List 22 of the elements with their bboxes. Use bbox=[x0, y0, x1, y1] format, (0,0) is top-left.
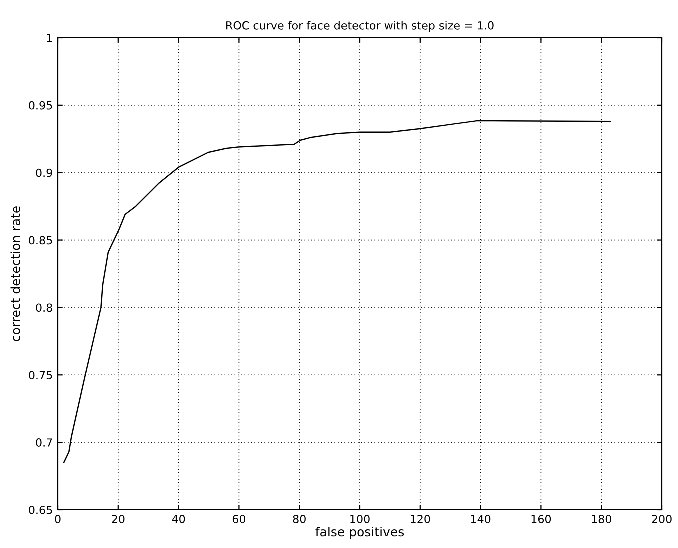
chart-title: ROC curve for face detector with step size = 1.0 bbox=[226, 21, 494, 32]
y-tick-label: 0.9 bbox=[36, 168, 52, 178]
y-tick-label: 0.8 bbox=[36, 304, 52, 312]
x-tick-label: 60 bbox=[232, 515, 246, 524]
x-tick-label: 20 bbox=[112, 515, 125, 524]
x-tick-label: 40 bbox=[172, 515, 186, 524]
x-tick-label: 160 bbox=[532, 515, 552, 524]
x-tick-label: 0 bbox=[55, 515, 61, 524]
x-tick-label: 140 bbox=[471, 515, 491, 524]
y-tick-label: 1 bbox=[47, 34, 52, 42]
x-tick-label: 80 bbox=[293, 515, 306, 524]
x-tick-label: 100 bbox=[350, 515, 370, 524]
y-tick-label: 0.65 bbox=[29, 506, 52, 514]
y-tick-label: 0.7 bbox=[36, 438, 52, 447]
x-tick-label: 120 bbox=[411, 515, 430, 524]
y-tick-label: 0.75 bbox=[29, 371, 52, 380]
x-tick-label: 180 bbox=[592, 515, 612, 524]
x-tick-label: 200 bbox=[652, 515, 672, 524]
y-axis-title: correct detection rate bbox=[10, 206, 20, 342]
y-tick-label: 0.85 bbox=[29, 236, 52, 245]
x-axis-title: false positives bbox=[316, 527, 404, 540]
y-tick-label: 0.95 bbox=[29, 101, 52, 110]
